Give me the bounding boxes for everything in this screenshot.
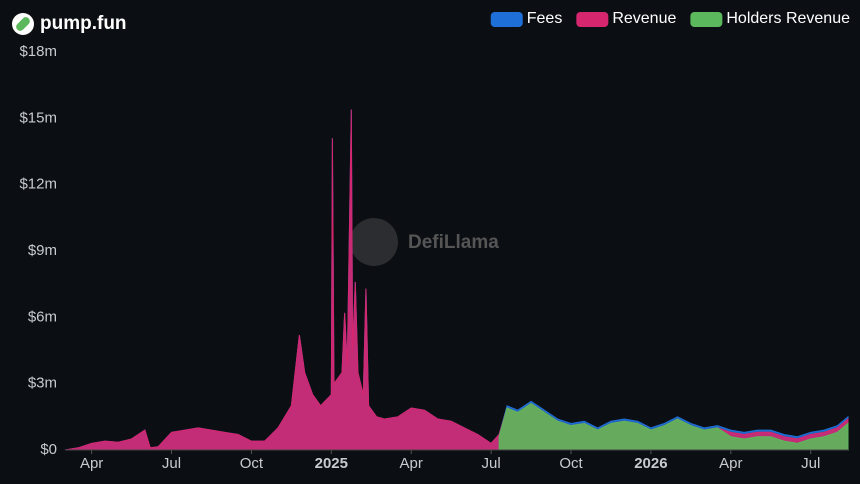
legend-label: Revenue <box>612 10 676 27</box>
y-tick-label: $9m <box>28 242 57 259</box>
legend: Holders Revenue Revenue Fees <box>490 10 850 27</box>
x-tick-label: Oct <box>559 455 583 472</box>
area <box>498 402 849 451</box>
y-tick-label: $6m <box>28 308 57 325</box>
x-tick-label: 2025 <box>315 455 348 472</box>
x-tick-label: 2026 <box>634 455 667 472</box>
x-tick-label: Jul <box>801 455 820 472</box>
y-tick-label: $18m <box>19 43 57 60</box>
legend-label: Fees <box>527 10 563 27</box>
x-tick-label: Jul <box>162 455 181 472</box>
watermark-logo <box>350 218 398 266</box>
logo <box>12 13 34 35</box>
y-tick-label: $12m <box>19 176 57 193</box>
x-tick-label: Apr <box>400 455 423 472</box>
y-tick-label: $0 <box>40 441 57 458</box>
x-tick-label: Apr <box>80 455 103 472</box>
legend-swatch <box>490 12 523 27</box>
watermark: DefiLlama <box>408 232 499 253</box>
x-tick-label: Jul <box>482 455 501 472</box>
legend-label: Holders Revenue <box>726 10 850 27</box>
chart-title: pump.fun <box>40 13 127 34</box>
legend-swatch <box>576 12 609 27</box>
x-tick-label: Oct <box>240 455 264 472</box>
x-tick-label: Apr <box>719 455 742 472</box>
y-tick-label: $3m <box>28 375 57 392</box>
legend-swatch <box>690 12 723 27</box>
y-tick-label: $15m <box>19 109 57 126</box>
